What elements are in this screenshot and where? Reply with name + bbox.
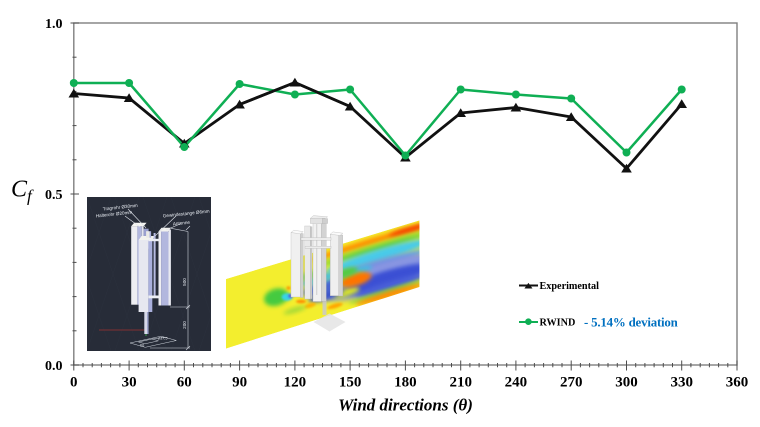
svg-text:270: 270 [560,375,583,391]
svg-text:0.5: 0.5 [45,188,63,203]
svg-text:60: 60 [177,375,192,391]
svg-text:210: 210 [449,375,472,391]
svg-text:1.0: 1.0 [45,17,63,32]
svg-text:- 5.14% deviation: - 5.14% deviation [584,315,678,329]
svg-text:180: 180 [394,375,417,391]
svg-text:0.0: 0.0 [45,359,63,374]
svg-text:60: 60 [140,343,144,347]
svg-text:Gewindestange Ø6mm: Gewindestange Ø6mm [163,209,210,219]
svg-text:200: 200 [182,321,187,329]
svg-text:330: 330 [670,375,693,391]
svg-text:RWIND: RWIND [540,318,576,329]
svg-text:500: 500 [182,278,187,286]
svg-text:30: 30 [122,375,137,391]
svg-text:217,5: 217,5 [157,337,168,341]
svg-text:120: 120 [284,375,307,391]
svg-text:Wind directions (θ): Wind directions (θ) [338,396,473,415]
svg-text:Tragrohr Ø30mm: Tragrohr Ø30mm [103,203,139,212]
svg-text:Experimental: Experimental [540,281,600,292]
svg-text:Halterohr Ø20mm: Halterohr Ø20mm [96,210,133,219]
svg-text:240: 240 [505,375,528,391]
svg-text:360: 360 [726,375,749,391]
svg-text:150: 150 [339,375,362,391]
svg-text:300: 300 [615,375,638,391]
svg-text:0: 0 [70,375,78,391]
svg-text:Antenne: Antenne [173,220,191,227]
svg-text:90: 90 [232,375,247,391]
